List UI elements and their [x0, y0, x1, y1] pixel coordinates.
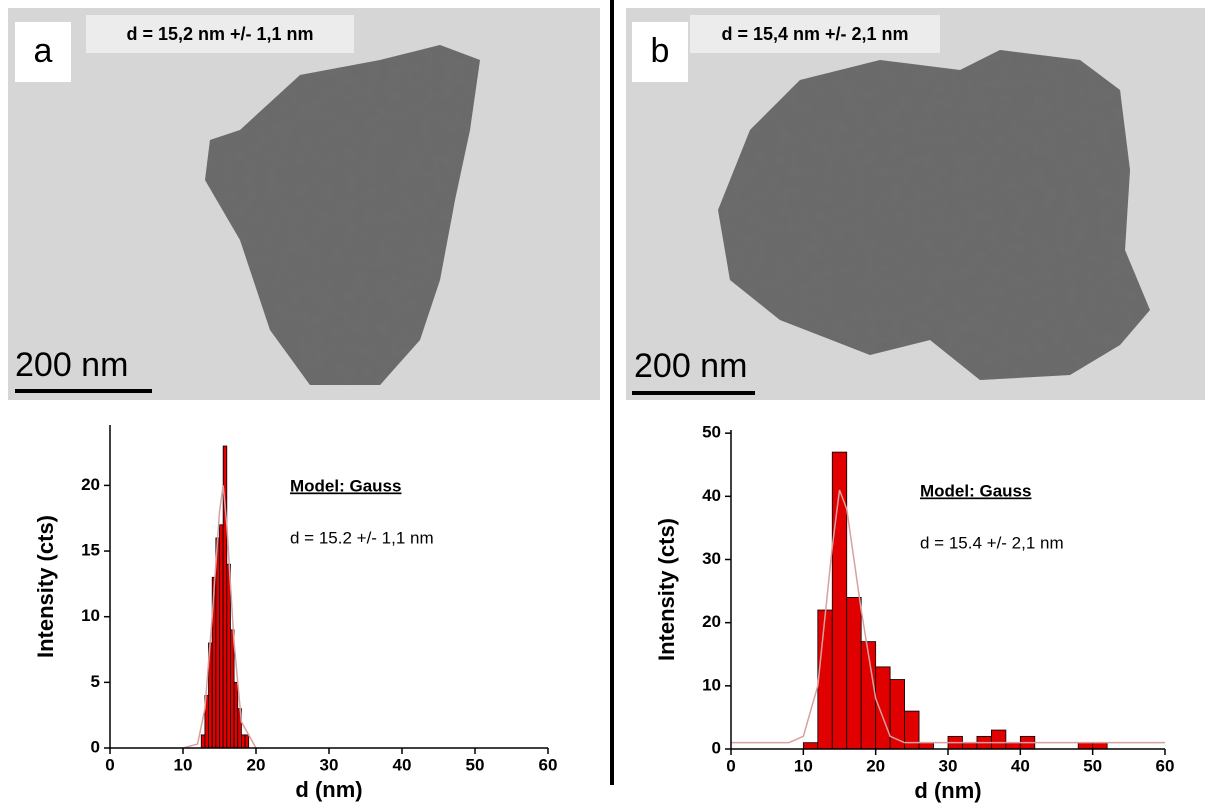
- tem-image: a d = 15,2 nm +/- 1,1 nm 200 nm: [8, 8, 600, 400]
- bar: [846, 596, 862, 750]
- bar: [230, 629, 235, 749]
- y-tick-label: 30: [702, 549, 721, 568]
- bar: [200, 734, 206, 749]
- x-tick-label: 60: [539, 755, 558, 774]
- bar: [1005, 742, 1021, 750]
- bar: [991, 729, 1007, 750]
- x-tick-label: 20: [247, 755, 266, 774]
- x-tick-label: 30: [939, 756, 958, 775]
- bar: [831, 451, 848, 750]
- bar: [962, 742, 978, 750]
- panel-label: b: [651, 32, 670, 70]
- bar: [244, 734, 250, 749]
- y-axis-label: Intensity (cts): [654, 518, 679, 661]
- bar: [918, 742, 934, 750]
- image-caption: d = 15,2 nm +/- 1,1 nm: [126, 24, 313, 44]
- x-tick-label: 50: [466, 755, 485, 774]
- x-tick-label: 40: [393, 755, 412, 774]
- bar: [875, 666, 891, 750]
- y-tick-label: 50: [702, 423, 721, 442]
- fit-curve: [731, 489, 1165, 744]
- bar: [1077, 742, 1094, 750]
- y-tick-label: 20: [81, 475, 100, 494]
- y-axis-label: Intensity (cts): [33, 515, 58, 658]
- bar: [802, 742, 819, 750]
- annotation: Model: Gauss: [920, 481, 1031, 500]
- y-tick-label: 10: [702, 675, 721, 694]
- image-caption: d = 15,4 nm +/- 2,1 nm: [721, 24, 908, 44]
- x-tick-label: 40: [1011, 756, 1030, 775]
- bar: [219, 524, 224, 749]
- tem-image: b d = 15,4 nm +/- 2,1 nm 200 nm: [626, 8, 1205, 400]
- annotation: Model: Gauss: [290, 476, 401, 495]
- scale-bar-label: 200 nm: [15, 346, 128, 384]
- x-axis-label: d (nm): [914, 778, 981, 803]
- scale-bar-label: 200 nm: [634, 347, 747, 385]
- y-tick-label: 40: [702, 486, 721, 505]
- y-tick-label: 20: [702, 612, 721, 631]
- x-tick-label: 0: [105, 755, 114, 774]
- annotation: d = 15.2 +/- 1,1 nm: [290, 528, 434, 547]
- x-axis-label: d (nm): [295, 777, 362, 802]
- x-tick-label: 0: [726, 756, 735, 775]
- x-tick-label: 30: [320, 755, 339, 774]
- x-tick-label: 50: [1083, 756, 1102, 775]
- fit-curve: [182, 485, 257, 749]
- annotation: d = 15.4 +/- 2,1 nm: [920, 533, 1064, 552]
- bar: [233, 681, 239, 749]
- x-tick-label: 20: [866, 756, 885, 775]
- bar: [240, 734, 246, 749]
- bar: [1092, 742, 1108, 750]
- x-tick-label: 10: [794, 756, 813, 775]
- y-tick-label: 0: [91, 737, 100, 756]
- bar: [817, 609, 833, 750]
- bar: [215, 537, 220, 749]
- y-tick-label: 10: [81, 606, 100, 625]
- panel-label: a: [34, 32, 53, 70]
- y-tick-label: 5: [91, 672, 100, 691]
- x-tick-label: 10: [174, 755, 193, 774]
- y-tick-label: 0: [712, 738, 721, 757]
- bar: [226, 563, 231, 749]
- x-tick-label: 60: [1156, 756, 1175, 775]
- bar: [889, 679, 906, 750]
- y-tick-label: 15: [81, 541, 100, 560]
